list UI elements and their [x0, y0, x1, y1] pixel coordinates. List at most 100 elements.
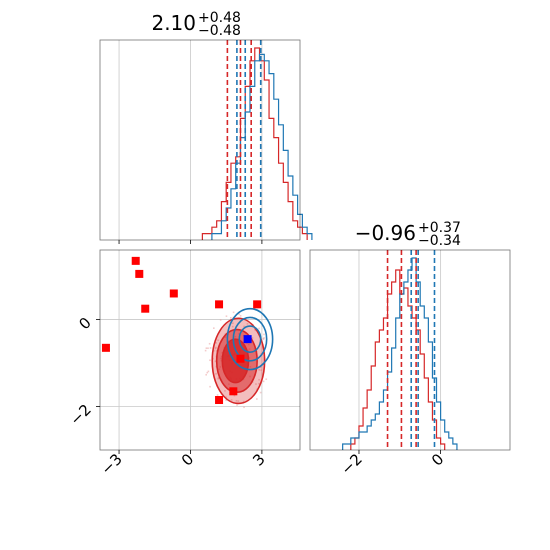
sample-dot [255, 383, 257, 385]
x-tick-label: 0 [428, 450, 447, 469]
sample-dot [214, 360, 217, 363]
sample-dot [260, 369, 263, 371]
red-point [215, 396, 224, 404]
sample-dot [208, 342, 211, 345]
sample-dot [209, 347, 212, 349]
sample-dot [258, 327, 260, 330]
x-tick-label: −3 [98, 450, 126, 478]
sample-dot [225, 396, 227, 399]
contour-1-level-0 [238, 325, 262, 353]
sample-dot [207, 370, 210, 373]
sample-dot [251, 337, 254, 339]
sample-dot [213, 349, 215, 352]
axes-frame [99, 249, 301, 451]
sample-dot [225, 399, 227, 402]
sample-dot [258, 382, 260, 385]
sample-dot [215, 342, 217, 344]
sample-dot [217, 377, 220, 379]
sample-dot [214, 347, 217, 350]
sample-dot [256, 398, 258, 400]
sample-dot [238, 313, 240, 315]
sample-dot [236, 404, 238, 406]
histogram-series-1 [342, 257, 458, 450]
grid [118, 40, 263, 244]
sample-dot [207, 347, 209, 350]
red-point [229, 387, 238, 396]
histogram-series-0 [201, 47, 308, 240]
sample-dot [232, 311, 235, 314]
sample-dot [219, 319, 222, 321]
sample-dot [263, 333, 265, 336]
sample-dot [230, 399, 233, 401]
sample-dot [225, 315, 228, 317]
quantile-lines [386, 250, 436, 450]
red-point [135, 269, 144, 278]
sample-dot [235, 399, 238, 402]
axes-frame [309, 249, 511, 451]
y-tick-label: −2 [66, 401, 94, 429]
sample-dot [215, 346, 217, 349]
quantile-lines [226, 40, 262, 240]
contour-1-level-1 [232, 316, 268, 362]
sample-dot [242, 400, 245, 403]
points [101, 256, 262, 404]
red-point [141, 304, 150, 313]
x-tick-label: 3 [249, 450, 268, 469]
axes-frame [99, 39, 301, 241]
sample-dot [216, 394, 219, 396]
panel-joint-bottom-left: −3 0 3 −2 0 [66, 249, 301, 478]
sample-dot [243, 325, 245, 328]
title-value: 2.10 [151, 11, 196, 35]
red-point [131, 256, 140, 265]
sample-dot [258, 378, 260, 381]
sample-dot [237, 400, 240, 402]
sample-dot [215, 372, 217, 375]
red-point [169, 289, 178, 298]
contour-1-level-2 [226, 307, 274, 371]
sample-dot [243, 406, 245, 409]
histograms [201, 47, 313, 240]
red-point [101, 343, 110, 352]
histogram-series-0 [350, 269, 446, 450]
sample-dot [259, 391, 262, 394]
sample-dot [231, 325, 234, 328]
blue-point [243, 335, 252, 344]
red-point [236, 354, 245, 363]
title-upper-error: +0.48 [198, 10, 241, 26]
histogram-series-1 [211, 53, 313, 240]
sample-dot [239, 314, 242, 317]
sample-dot [254, 329, 256, 331]
grid [100, 250, 300, 450]
sample-dot [265, 378, 268, 381]
x-ticks: −3 0 3 [98, 450, 269, 478]
sample-dot [230, 316, 232, 319]
title-value: −0.96 [355, 221, 416, 245]
title-lower-error: −0.34 [418, 233, 461, 249]
sample-dot [209, 385, 211, 388]
x-tick-label: −2 [337, 450, 365, 478]
y-ticks: −2 0 [66, 314, 100, 429]
sample-dot [205, 347, 208, 349]
x-tick-label: 0 [178, 450, 197, 469]
sample-dot [258, 369, 261, 371]
y-tick-label: 0 [75, 314, 94, 333]
histograms [342, 257, 458, 450]
title-bottom-right: −0.96 +0.37−0.34 [355, 220, 461, 249]
sample-dot [213, 327, 215, 329]
panel-marginal-bottom-right: −2 0 −0.96 +0.37−0.34 [309, 220, 511, 478]
sample-dot [262, 380, 265, 383]
red-point [253, 300, 262, 309]
title-upper-error: +0.37 [418, 220, 461, 236]
sample-dot [215, 349, 218, 352]
sample-dot [209, 359, 211, 362]
x-ticks: −2 0 [337, 450, 447, 478]
panel-marginal-top-left: 2.10 +0.48−0.48 [99, 10, 313, 244]
sample-dot [233, 394, 236, 397]
sample-dot [217, 377, 219, 380]
sample-dot [217, 339, 219, 342]
sample-dot [224, 390, 226, 392]
sample-dot [262, 338, 265, 340]
sample-dot [259, 366, 262, 369]
sample-dot [206, 371, 209, 374]
red-point [215, 300, 224, 309]
